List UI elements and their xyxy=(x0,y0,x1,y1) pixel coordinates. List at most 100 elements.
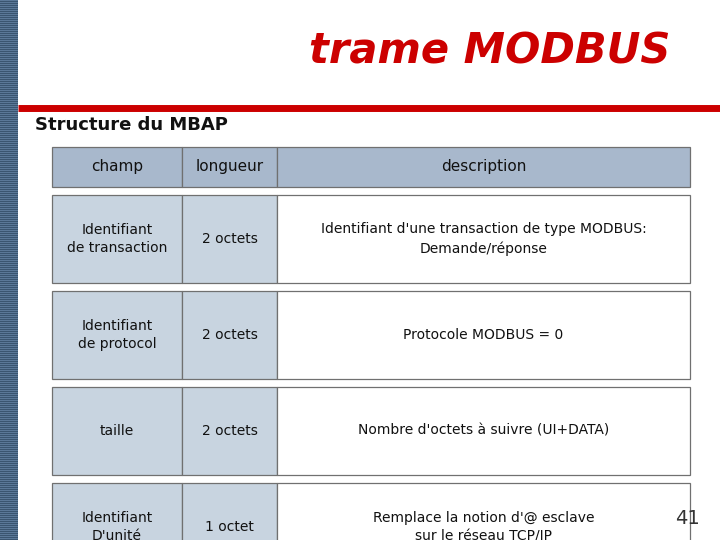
Bar xyxy=(0,332,18,333)
Bar xyxy=(0,217,18,218)
Bar xyxy=(0,354,18,355)
Bar xyxy=(0,207,18,208)
Bar xyxy=(0,41,18,42)
Bar xyxy=(0,504,18,505)
Bar xyxy=(0,442,18,443)
Bar xyxy=(0,196,18,197)
Bar xyxy=(0,409,18,410)
Bar xyxy=(0,233,18,234)
Bar xyxy=(0,396,18,397)
Bar xyxy=(0,219,18,220)
Bar xyxy=(0,50,18,51)
Bar xyxy=(0,265,18,266)
Bar xyxy=(0,278,18,279)
Bar xyxy=(0,326,18,327)
Bar xyxy=(0,418,18,419)
Bar xyxy=(0,457,18,458)
Bar xyxy=(0,17,18,18)
Bar xyxy=(0,22,18,23)
Bar xyxy=(0,256,18,257)
Bar xyxy=(0,526,18,527)
Bar xyxy=(0,365,18,366)
Bar xyxy=(0,345,18,346)
Bar xyxy=(0,486,18,487)
Bar xyxy=(0,362,18,363)
Bar xyxy=(0,330,18,331)
Bar xyxy=(0,269,18,270)
Bar xyxy=(0,75,18,76)
Bar xyxy=(0,373,18,374)
Bar xyxy=(0,98,18,99)
Bar xyxy=(0,48,18,49)
Bar xyxy=(0,126,18,127)
Bar xyxy=(0,368,18,369)
Bar xyxy=(0,212,18,213)
Bar xyxy=(0,121,18,122)
Bar xyxy=(0,138,18,139)
Bar xyxy=(0,262,18,263)
Bar xyxy=(0,258,18,259)
Bar xyxy=(0,31,18,32)
Bar xyxy=(0,184,18,185)
Bar xyxy=(0,254,18,255)
Bar xyxy=(0,467,18,468)
Bar xyxy=(0,136,18,137)
Bar xyxy=(0,527,18,528)
Bar xyxy=(0,367,18,368)
Text: description: description xyxy=(441,159,526,174)
Bar xyxy=(0,117,18,118)
Bar xyxy=(0,97,18,98)
Text: Structure du MBAP: Structure du MBAP xyxy=(35,116,228,134)
Bar xyxy=(0,487,18,488)
Bar xyxy=(0,83,18,84)
Bar xyxy=(0,427,18,428)
Bar xyxy=(0,522,18,523)
Bar xyxy=(0,161,18,162)
Bar xyxy=(0,198,18,199)
Bar xyxy=(0,517,18,518)
Bar xyxy=(0,280,18,281)
Bar xyxy=(0,389,18,390)
Bar xyxy=(0,105,18,106)
Bar xyxy=(0,110,18,111)
Bar xyxy=(0,227,18,228)
Bar xyxy=(0,282,18,283)
Bar xyxy=(0,512,18,513)
Bar xyxy=(0,130,18,131)
Bar xyxy=(0,131,18,132)
Bar xyxy=(0,349,18,350)
Bar xyxy=(0,432,18,433)
Bar xyxy=(0,2,18,3)
Bar xyxy=(0,146,18,147)
Bar xyxy=(0,62,18,63)
Bar xyxy=(0,7,18,8)
Bar xyxy=(0,450,18,451)
Bar xyxy=(0,358,18,359)
Text: Remplace la notion d'@ esclave
sur le réseau TCP/IP: Remplace la notion d'@ esclave sur le ré… xyxy=(373,511,594,540)
Bar xyxy=(0,229,18,230)
Bar xyxy=(0,390,18,391)
Bar xyxy=(0,86,18,87)
Bar xyxy=(0,177,18,178)
Bar xyxy=(0,509,18,510)
Bar xyxy=(0,199,18,200)
Bar xyxy=(0,119,18,120)
Bar xyxy=(0,451,18,452)
Bar xyxy=(0,531,18,532)
Bar xyxy=(0,73,18,74)
Bar xyxy=(0,213,18,214)
Bar xyxy=(0,13,18,14)
Bar xyxy=(0,437,18,438)
Text: longueur: longueur xyxy=(195,159,264,174)
Bar xyxy=(0,155,18,156)
Bar xyxy=(0,163,18,164)
Bar xyxy=(0,251,18,252)
Bar xyxy=(0,203,18,204)
Bar xyxy=(0,493,18,494)
Bar xyxy=(0,428,18,429)
Bar xyxy=(0,329,18,330)
Bar xyxy=(0,272,18,273)
Bar xyxy=(0,109,18,110)
Bar xyxy=(0,318,18,319)
Bar xyxy=(0,191,18,192)
